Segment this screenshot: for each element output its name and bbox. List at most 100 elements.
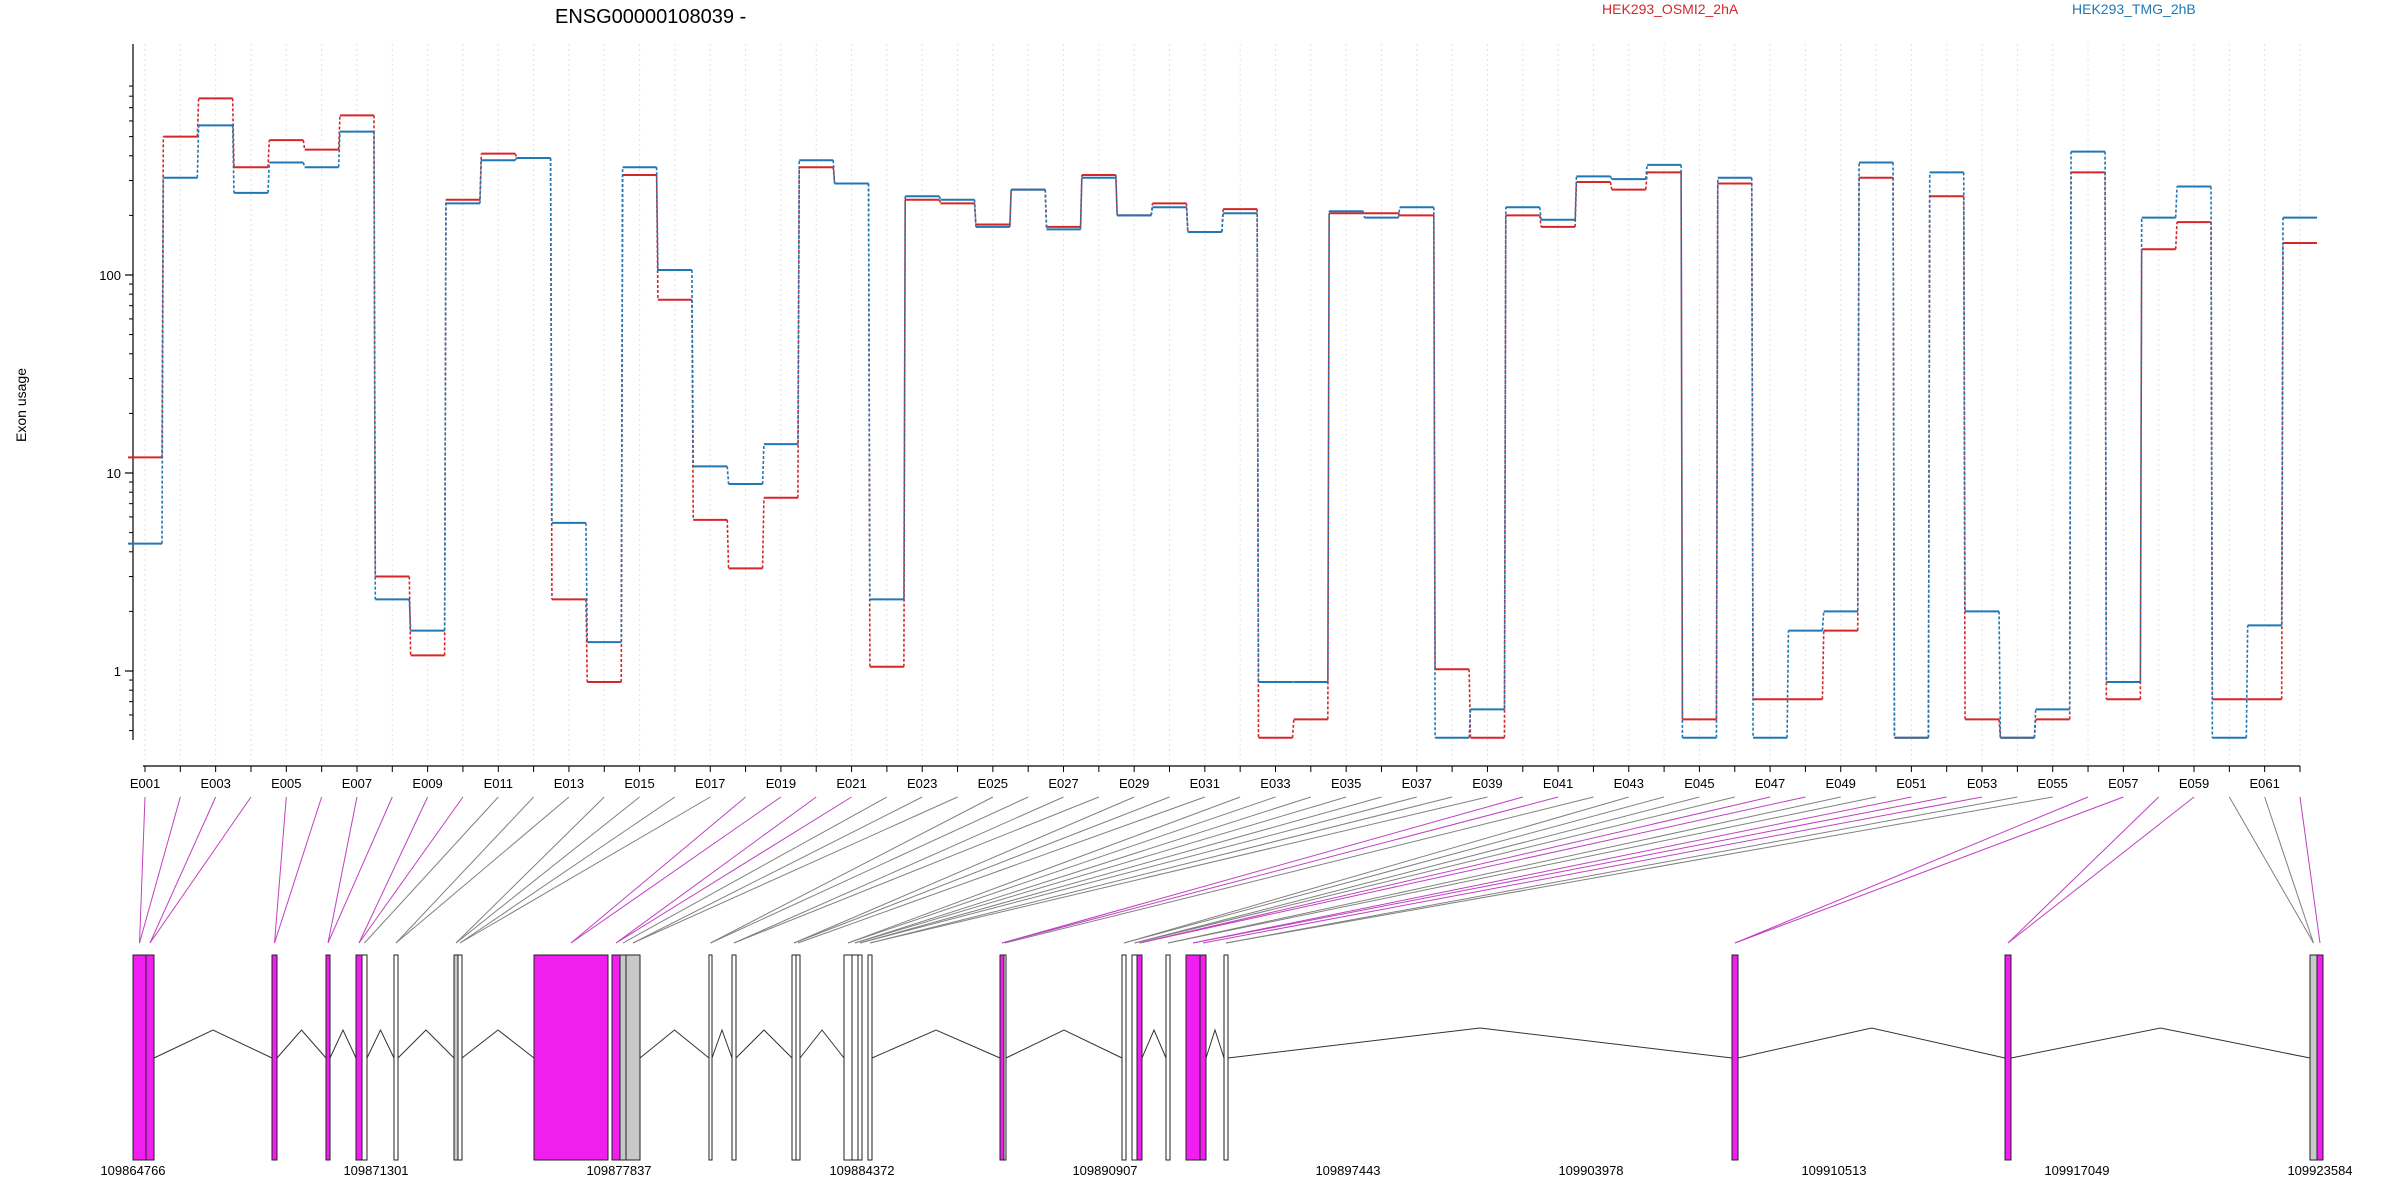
exon-connector — [149, 796, 217, 944]
exon-block — [625, 954, 641, 1161]
series-connector — [585, 522, 589, 643]
x-tick-label: E015 — [624, 776, 654, 791]
exon-block — [1003, 954, 1007, 1161]
series-connector — [726, 466, 730, 485]
exon-connector — [149, 796, 252, 944]
series-connector — [1079, 177, 1083, 230]
series-connector — [2104, 151, 2108, 682]
x-tick-label: E051 — [1896, 776, 1926, 791]
series-connector — [1538, 207, 1542, 220]
x-tick-label: E047 — [1755, 776, 1785, 791]
series-connector — [1574, 176, 1578, 220]
exon-connector — [2228, 796, 2314, 944]
series-0 — [128, 97, 2317, 739]
exon-block — [325, 954, 331, 1161]
series-connector — [267, 162, 271, 193]
series-connector — [1998, 719, 2002, 738]
intron-line — [153, 1029, 273, 1059]
genomic-tick-label: 109917049 — [2044, 1163, 2109, 1178]
series-connector — [1115, 177, 1118, 216]
intron-line — [799, 1029, 845, 1059]
series-connector — [2280, 243, 2284, 700]
exon-connector — [364, 796, 499, 944]
exon-connector — [1139, 796, 1771, 944]
exon-block — [1131, 954, 1138, 1161]
exon-connector — [1734, 796, 2089, 944]
series-connector — [2033, 709, 2037, 738]
exon-block — [2004, 954, 2012, 1161]
x-tick-label: E055 — [2038, 776, 2068, 791]
intron-line — [1737, 1027, 2006, 1059]
exon-connector — [274, 796, 323, 944]
series-connector — [1821, 630, 1825, 700]
exon-connector — [1192, 796, 1947, 944]
series-connector — [1256, 213, 1260, 682]
exon-connector — [1225, 796, 2053, 944]
series-connector — [691, 269, 695, 467]
intron-line — [1205, 1028, 1225, 1059]
exon-connector — [1192, 796, 1912, 944]
series-connector — [2210, 186, 2214, 738]
exon-connector — [570, 796, 746, 944]
exon-block — [361, 954, 368, 1161]
series-connector — [1998, 611, 2002, 738]
exon-connector — [854, 796, 1311, 944]
exon-connector — [395, 796, 534, 944]
exon-block — [1185, 954, 1201, 1161]
gene-model — [132, 954, 2324, 1161]
genomic-axis: 109864766 109871301 109877837 109884372 1098… — [100, 1163, 2352, 1178]
x-tick-label: E029 — [1119, 776, 1149, 791]
exon-block — [795, 954, 801, 1161]
genomic-tick-label: 109864766 — [100, 1163, 165, 1178]
series-connector — [514, 153, 518, 159]
exon-connector — [1123, 796, 1629, 944]
series-connector — [1009, 189, 1012, 227]
exon-block — [1136, 954, 1143, 1161]
exon-connector — [793, 796, 1170, 944]
exon-connector — [1134, 796, 1700, 944]
series-1 — [128, 124, 2317, 739]
series-connector — [1927, 172, 1931, 738]
x-tick-label: E041 — [1543, 776, 1573, 791]
exon-connector — [139, 796, 181, 944]
exon-connector — [1001, 796, 1523, 944]
exon-block — [1165, 954, 1171, 1161]
series-connector — [1433, 207, 1436, 738]
legend-series-a: HEK293_OSMI2_2hA — [1602, 1, 1739, 17]
x-tick-label: E003 — [200, 776, 230, 791]
series-connector — [161, 177, 165, 544]
series-connector — [2280, 217, 2284, 626]
series-connector — [2210, 222, 2214, 700]
series-connector — [2139, 217, 2143, 682]
exon-connector — [859, 796, 1382, 944]
series-connector — [479, 160, 483, 204]
series-connector — [1185, 207, 1189, 232]
exon-connector — [455, 796, 640, 944]
x-tick-label: E005 — [271, 776, 301, 791]
series-connector — [1644, 172, 1648, 190]
series-connector — [1327, 211, 1330, 682]
exon-block — [1731, 954, 1739, 1161]
series-connector — [1680, 164, 1684, 738]
x-tick-label: E049 — [1826, 776, 1856, 791]
intron-line — [2010, 1027, 2311, 1059]
exon-block — [393, 954, 399, 1161]
exon-block — [132, 954, 147, 1161]
series-connector — [514, 157, 518, 161]
exon-connector — [859, 796, 1417, 944]
exon-connector — [710, 796, 994, 944]
series-connector — [2174, 222, 2178, 250]
x-tick-label: E059 — [2179, 776, 2209, 791]
series-connector — [797, 160, 801, 445]
series-connector — [973, 199, 977, 227]
exon-block — [1199, 954, 1207, 1161]
series-connector — [1821, 611, 1825, 631]
exon-connector — [733, 796, 1064, 944]
exon-connector — [1202, 796, 1983, 944]
genomic-tick-label: 109923584 — [2287, 1163, 2352, 1178]
exon-connector — [2299, 796, 2321, 944]
exon-connector — [1134, 796, 1735, 944]
x-tick-label: E035 — [1331, 776, 1361, 791]
series-connector — [1362, 211, 1366, 218]
